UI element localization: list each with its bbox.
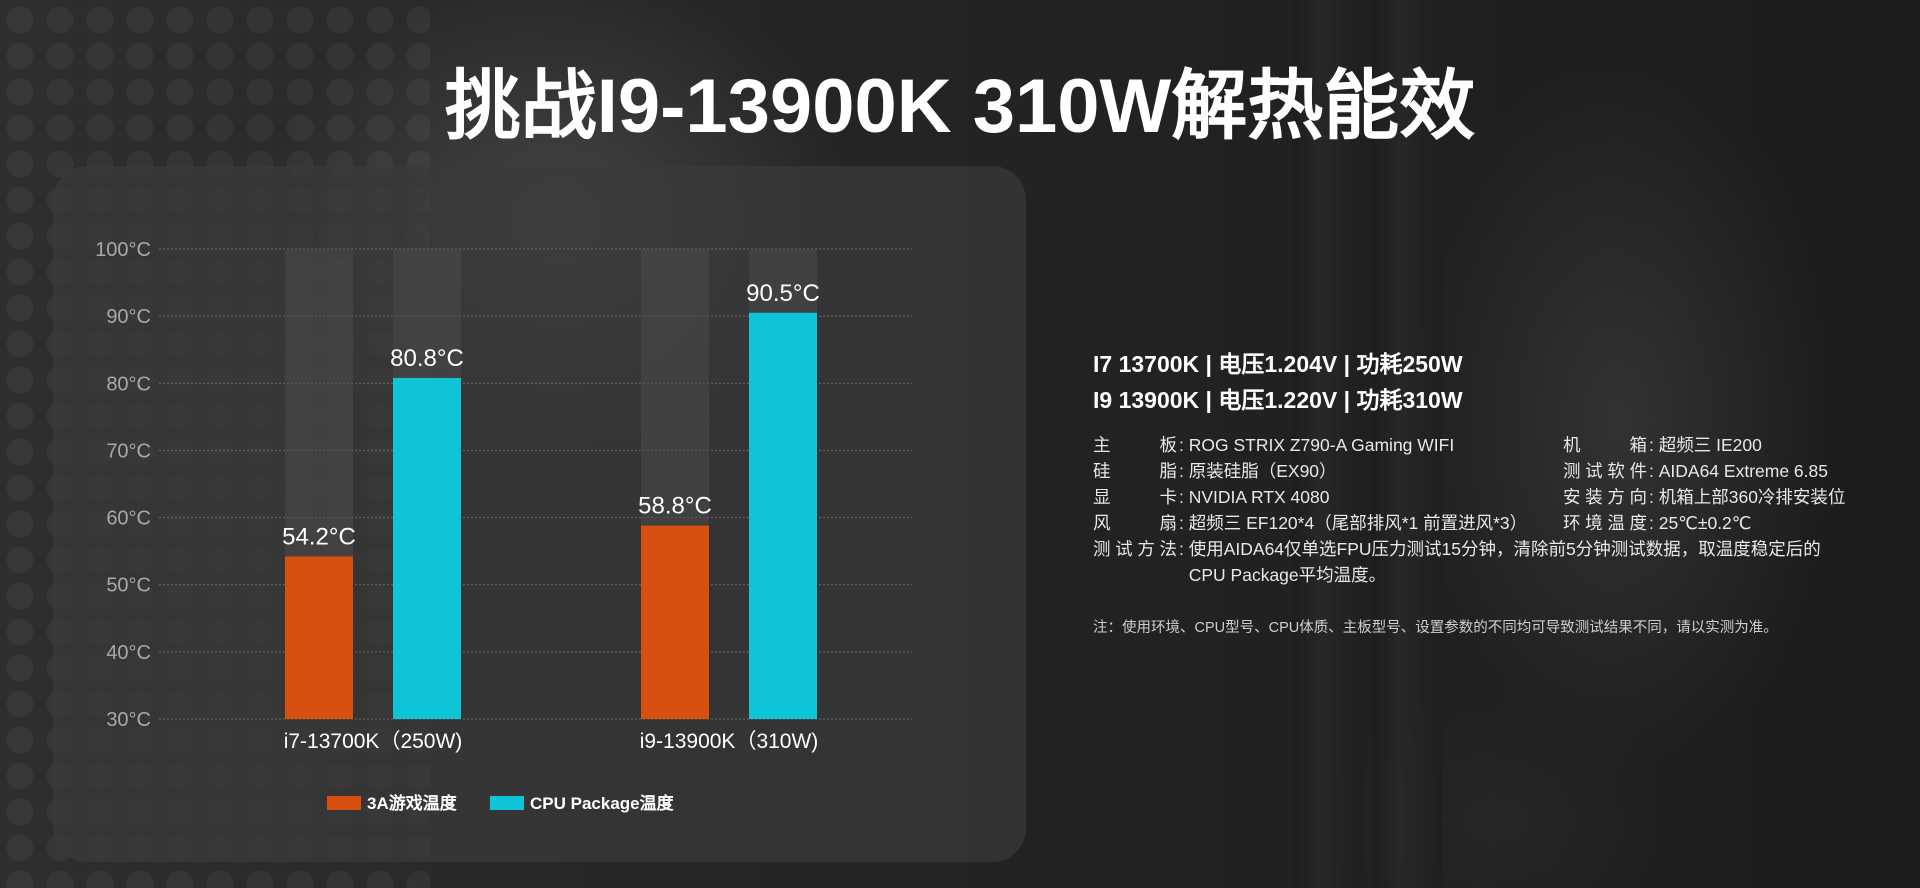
background-ram-stick xyxy=(1292,0,1362,888)
y-tick-label: 40°C xyxy=(106,642,151,664)
spec-label: 测试软件 xyxy=(1563,461,1647,481)
page-title: 挑战I9-13900K 310W解热能效 xyxy=(444,64,1476,149)
data-label: 90.5°C xyxy=(746,280,820,307)
spec-label: 测试方法 xyxy=(1093,539,1177,559)
spec-value: 超频三 IE200 xyxy=(1658,435,1762,455)
y-tick-label: 70°C xyxy=(106,440,151,462)
cpu-spec-line-i7: I7 13700K | 电压1.204V | 功耗250W xyxy=(1093,351,1463,377)
spec-value: NVIDIA RTX 4080 xyxy=(1188,487,1330,507)
legend-label: CPU Package温度 xyxy=(530,793,675,813)
spec-row: 风扇: 超频三 EF120*4（尾部排风*1 前置进风*3） 环境温度: 25℃… xyxy=(1093,510,1893,536)
data-label: 58.8°C xyxy=(638,493,712,520)
x-category-label: i9-13900K（310W) xyxy=(640,730,819,753)
legend-swatch xyxy=(490,796,524,810)
spec-label: 机箱 xyxy=(1563,435,1647,455)
spec-label: 风扇 xyxy=(1093,513,1177,533)
y-tick-label: 60°C xyxy=(106,508,151,530)
data-label: 80.8°C xyxy=(390,345,464,372)
cpu-spec-line-i9: I9 13900K | 电压1.220V | 功耗310W xyxy=(1093,387,1463,413)
data-label: 54.2°C xyxy=(282,524,356,551)
legend-label: 3A游戏温度 xyxy=(367,793,458,813)
x-category-label: i7-13700K（250W) xyxy=(284,730,463,753)
y-tick-label: 80°C xyxy=(106,373,151,395)
chart-panel: 100°C 90°C 80°C 70°C 60°C 50°C 40°C 30°C 54.2°C… xyxy=(53,166,1026,862)
spec-row: 硅脂: 原装硅脂（EX90） 测试软件: AIDA64 Extreme 6.85 xyxy=(1093,458,1893,484)
bar xyxy=(393,377,461,719)
disclaimer-note: 注：使用环境、CPU型号、CPU体质、主板型号、设置参数的不同均可导致测试结果不… xyxy=(1093,620,1778,636)
test-info: I7 13700K | 电压1.204V | 功耗250W I9 13900K … xyxy=(1093,346,1893,588)
legend-swatch xyxy=(327,796,361,810)
y-tick-label: 30°C xyxy=(106,709,151,731)
temperature-bar-chart: 100°C 90°C 80°C 70°C 60°C 50°C 40°C 30°C 54.2°C… xyxy=(95,239,912,813)
spec-label: 显卡 xyxy=(1093,487,1177,507)
test-method-text: 使用AIDA64仅单选FPU压力测试15分钟，清除前5分钟测试数据，取温度稳定后… xyxy=(1188,539,1821,585)
y-tick-label: 50°C xyxy=(106,575,151,597)
spec-label: 安装方向 xyxy=(1563,487,1647,507)
spec-label: 主板 xyxy=(1093,435,1177,455)
bar xyxy=(641,525,709,719)
spec-value: 25℃±0.2℃ xyxy=(1658,513,1752,533)
spec-value: ROG STRIX Z790-A Gaming WIFI xyxy=(1188,435,1455,455)
spec-value: AIDA64 Extreme 6.85 xyxy=(1658,461,1828,481)
spec-row: 显卡: NVIDIA RTX 4080 安装方向: 机箱上部360冷排安装位 xyxy=(1093,484,1893,510)
y-tick-label: 100°C xyxy=(95,239,151,261)
test-method-row: 测试方法: 使用AIDA64仅单选FPU压力测试15分钟，清除前5分钟测试数据，… xyxy=(1093,536,1853,588)
y-tick-label: 90°C xyxy=(106,306,151,328)
spec-value: 机箱上部360冷排安装位 xyxy=(1658,487,1846,507)
bar xyxy=(285,556,353,719)
spec-label: 环境温度 xyxy=(1563,513,1647,533)
bar xyxy=(749,312,817,719)
test-platform-specs: 主板: ROG STRIX Z790-A Gaming WIFI 机箱: 超频三… xyxy=(1093,432,1893,588)
background-ram-stick xyxy=(1372,0,1442,888)
spec-row: 主板: ROG STRIX Z790-A Gaming WIFI 机箱: 超频三… xyxy=(1093,432,1893,458)
spec-value: 原装硅脂（EX90） xyxy=(1188,461,1337,481)
spec-value: 超频三 EF120*4（尾部排风*1 前置进风*3） xyxy=(1188,513,1528,533)
spec-label: 硅脂 xyxy=(1093,461,1177,481)
